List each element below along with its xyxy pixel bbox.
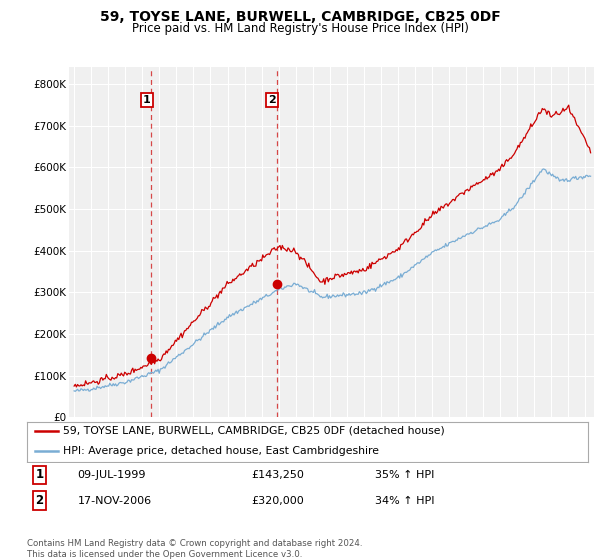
- Text: 1: 1: [35, 469, 43, 482]
- Text: 35% ↑ HPI: 35% ↑ HPI: [375, 470, 434, 480]
- Text: 2: 2: [268, 95, 276, 105]
- Text: £143,250: £143,250: [251, 470, 304, 480]
- Text: 1: 1: [143, 95, 151, 105]
- Text: 17-NOV-2006: 17-NOV-2006: [77, 496, 152, 506]
- Text: £320,000: £320,000: [251, 496, 304, 506]
- Text: 59, TOYSE LANE, BURWELL, CAMBRIDGE, CB25 0DF: 59, TOYSE LANE, BURWELL, CAMBRIDGE, CB25…: [100, 10, 500, 24]
- Text: Contains HM Land Registry data © Crown copyright and database right 2024.
This d: Contains HM Land Registry data © Crown c…: [27, 539, 362, 559]
- Text: 59, TOYSE LANE, BURWELL, CAMBRIDGE, CB25 0DF (detached house): 59, TOYSE LANE, BURWELL, CAMBRIDGE, CB25…: [64, 426, 445, 436]
- Text: HPI: Average price, detached house, East Cambridgeshire: HPI: Average price, detached house, East…: [64, 446, 379, 456]
- Text: 34% ↑ HPI: 34% ↑ HPI: [375, 496, 434, 506]
- Text: 09-JUL-1999: 09-JUL-1999: [77, 470, 146, 480]
- Text: 2: 2: [35, 494, 43, 507]
- Text: Price paid vs. HM Land Registry's House Price Index (HPI): Price paid vs. HM Land Registry's House …: [131, 22, 469, 35]
